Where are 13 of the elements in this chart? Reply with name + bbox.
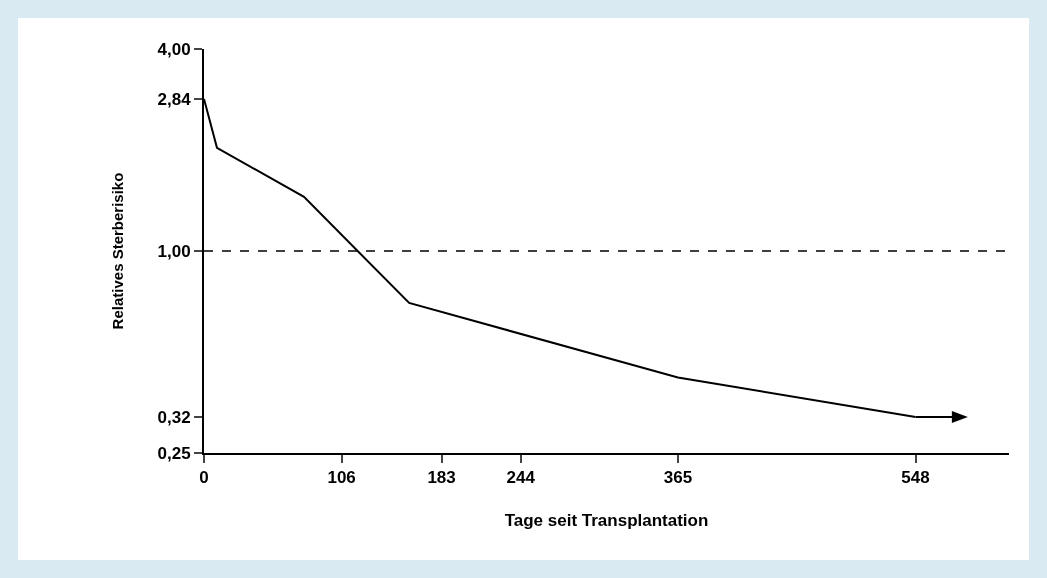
x-tick-label: 183 xyxy=(427,468,456,488)
x-tick-label: 244 xyxy=(506,468,536,488)
y-tick-label: 0,25 xyxy=(157,443,191,463)
y-axis-title: Relatives Sterberisiko xyxy=(109,172,127,330)
y-tick-label: 4,00 xyxy=(157,39,191,59)
x-tick-label: 0 xyxy=(199,468,209,488)
x-axis-title: Tage seit Transplantation xyxy=(504,511,709,531)
x-tick-label: 548 xyxy=(901,468,930,488)
x-tick-label: 106 xyxy=(327,468,356,488)
y-tick-label: 1,00 xyxy=(157,241,191,261)
y-tick-label: 0,32 xyxy=(157,407,191,427)
y-tick-label: 2,84 xyxy=(157,89,192,109)
x-tick-label: 365 xyxy=(663,468,693,488)
